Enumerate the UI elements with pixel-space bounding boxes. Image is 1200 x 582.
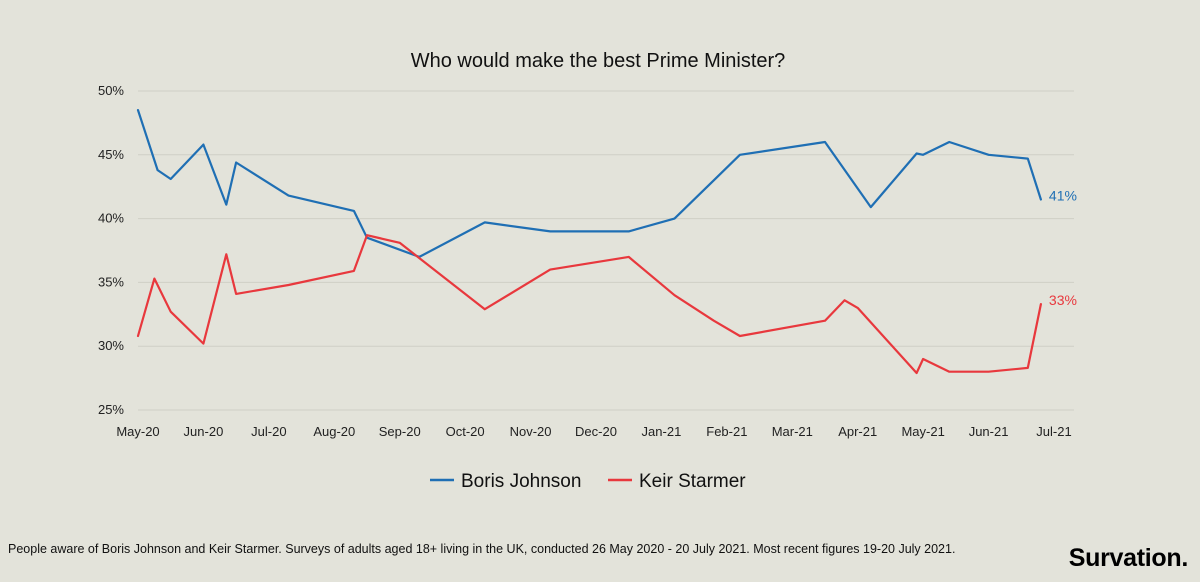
x-tick-label: Nov-20 [510,424,552,439]
x-tick-label: Dec-20 [575,424,617,439]
x-tick-label: Jan-21 [642,424,682,439]
y-tick-label: 50% [98,83,124,98]
y-tick-label: 35% [98,274,124,289]
x-tick-label: Sep-20 [379,424,421,439]
y-axis: 25% 30% 35% 40% 45% 50% [98,83,124,417]
y-tick-label: 40% [98,211,124,226]
series-end-label: 33% [1049,292,1077,308]
y-tick-label: 30% [98,338,124,353]
series-lines: 41% 33% [136,108,1077,375]
series-line-keir-starmer [136,234,1043,375]
x-tick-label: May-20 [116,424,159,439]
x-tick-label: Mar-21 [772,424,813,439]
x-tick-label: Oct-20 [446,424,485,439]
series-line-boris-johnson [136,108,1043,258]
series-end-label: 41% [1049,187,1077,203]
gridlines [138,90,1074,411]
x-tick-label: Feb-21 [706,424,747,439]
chart-title: Who would make the best Prime Minister? [411,50,786,72]
x-tick-label: Jun-21 [969,424,1009,439]
legend-label: Keir Starmer [639,471,746,492]
footnote: People aware of Boris Johnson and Keir S… [8,542,956,556]
x-axis: May-20 Jun-20 Jul-20 Aug-20 Sep-20 Oct-20 Nov-… [116,424,1071,439]
y-tick-label: 25% [98,402,124,417]
x-tick-label: Jun-20 [184,424,224,439]
x-tick-label: Aug-20 [313,424,355,439]
x-tick-label: Apr-21 [838,424,877,439]
y-tick-label: 45% [98,147,124,162]
brand-logo: Survation. [1068,544,1189,572]
x-tick-label: Jul-21 [1036,424,1071,439]
x-tick-label: Jul-20 [251,424,286,439]
x-tick-label: May-21 [901,424,944,439]
legend: Boris Johnson Keir Starmer [430,471,746,492]
legend-label: Boris Johnson [461,471,581,492]
